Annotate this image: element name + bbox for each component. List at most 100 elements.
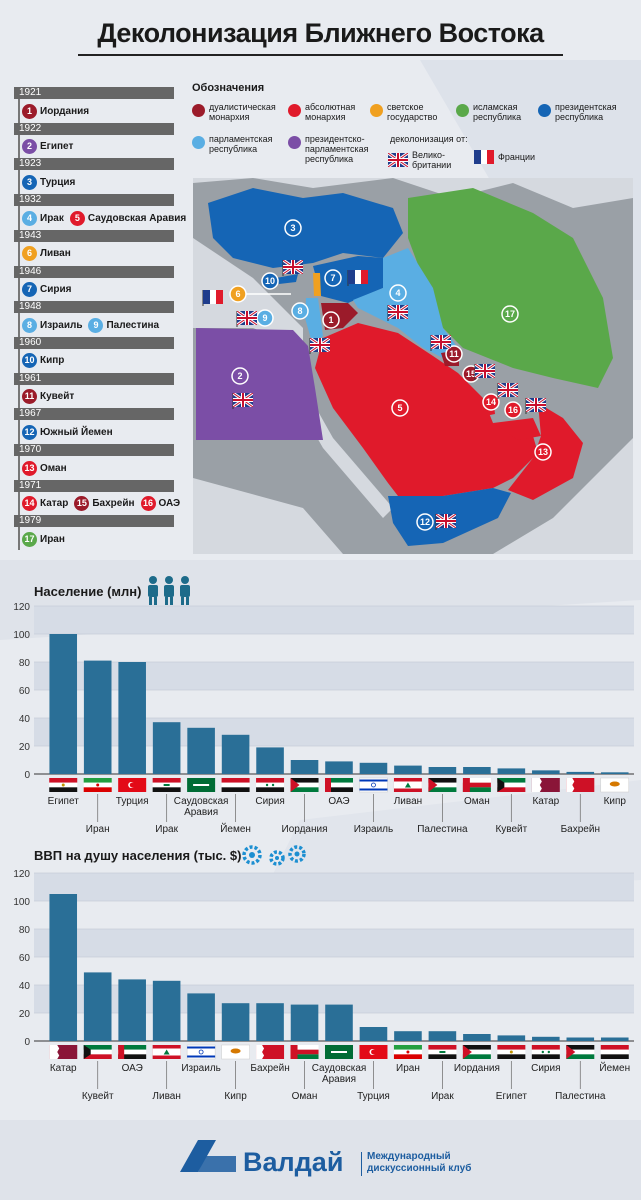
bar (187, 727, 215, 774)
category-label: Оман (292, 1091, 318, 1102)
category-label: Египет (496, 1091, 528, 1102)
bar (600, 1037, 629, 1041)
timeline-year: 1967 (14, 408, 174, 421)
country-name: ОАЭ (158, 498, 181, 510)
legend-swatch (192, 136, 205, 149)
map-badge-9: 9 (256, 309, 274, 327)
bar (256, 747, 284, 774)
saudi-region (315, 323, 538, 496)
timeline-year: 1923 (14, 158, 174, 171)
flag-icon (531, 778, 560, 792)
timeline-entries: 4 Ирак 5 Саудовская Аравия (22, 208, 192, 228)
title-rule (78, 54, 563, 56)
uk-flag-icon (283, 260, 303, 274)
uk-flag-pin (430, 335, 451, 351)
population-chart: 0 20 40 60 80 100 120 Египет Иран Турция Ирак Саудо… (13, 602, 634, 835)
timeline-year: 1979 (14, 515, 174, 528)
svg-text:4: 4 (395, 288, 400, 298)
timeline-year: 1961 (14, 372, 174, 385)
country-number-badge: 13 (22, 460, 37, 476)
map-badge-17: 17 (501, 305, 519, 323)
legend-france: Франции (474, 150, 558, 164)
flag-icon (393, 1045, 422, 1059)
country-name: Южный Йемен (40, 426, 113, 438)
y-tick-label: 60 (19, 686, 31, 697)
bar (83, 660, 112, 774)
y-tick-label: 40 (19, 981, 31, 992)
category-label: ОАЭ (122, 1063, 143, 1074)
timeline-year: 1971 (14, 479, 174, 492)
uk-flag-icon (498, 383, 518, 397)
brand-separator (361, 1152, 362, 1176)
y-tick-label: 100 (13, 630, 30, 641)
flag-icon (462, 778, 491, 792)
bar (49, 634, 78, 774)
grid-band (34, 929, 634, 957)
bar (221, 734, 250, 774)
category-label: Саудовская Аравия (312, 1063, 367, 1085)
gdp-chart: 0 20 40 60 80 100 120 Катар Кувейт ОАЭ Ливан Израил… (13, 869, 634, 1102)
svg-text:15: 15 (466, 369, 476, 379)
uk-flag-pin (497, 383, 518, 399)
timeline-entries: 12 Южный Йемен (22, 422, 119, 442)
timeline-year: 1960 (14, 336, 174, 349)
bar (359, 1027, 388, 1041)
country-name: Сирия (40, 284, 72, 295)
cyprus-region (276, 274, 298, 284)
country-name: Израиль (40, 319, 83, 331)
timeline-entries: 2 Египет (22, 137, 79, 157)
y-tick-label: 0 (24, 770, 30, 781)
bar (566, 1037, 595, 1041)
flag-icon (325, 778, 353, 792)
svg-text:3: 3 (290, 223, 295, 233)
iran-region (408, 188, 613, 388)
country-name: Кипр (40, 355, 65, 367)
svg-text:5: 5 (397, 403, 402, 413)
flag-icon (186, 1044, 216, 1060)
brand-name: Валдай (243, 1147, 344, 1177)
map-badge-13: 13 (534, 443, 552, 461)
turkey-region (208, 188, 403, 268)
bar (428, 1031, 457, 1041)
svg-text:13: 13 (538, 447, 548, 457)
svg-text:16: 16 (508, 405, 518, 415)
category-label: Иордания (454, 1063, 500, 1074)
y-tick-label: 0 (24, 1037, 30, 1048)
category-label: Оман (464, 796, 490, 807)
bar (325, 761, 353, 774)
legend-flag-label: Велико-британии (412, 150, 452, 170)
uk-flag-pin (435, 514, 456, 530)
bar (152, 980, 181, 1041)
timeline-entries: 10 Кипр (22, 351, 70, 371)
timeline-year: 1922 (14, 122, 174, 135)
y-tick-label: 80 (19, 925, 31, 936)
egypt-region (196, 328, 323, 440)
country-number-badge: 12 (22, 424, 37, 440)
timeline-entries: 13 Оман (22, 458, 73, 478)
bar (463, 1034, 491, 1041)
country-number-badge: 5 (69, 210, 85, 226)
legend-item: парламентская республика (192, 134, 278, 154)
timeline-entries: 1 Иордания (22, 101, 95, 121)
uk-flag-icon (431, 335, 451, 349)
bar (463, 767, 491, 774)
category-label: Ливан (394, 796, 422, 807)
legend-flag-label: Франции (498, 152, 536, 162)
timeline-axis (18, 87, 20, 550)
grid-band (34, 606, 634, 634)
country-name: Бахрейн (92, 498, 135, 510)
timeline-entries: 3 Турция (22, 172, 81, 192)
map-badge-11: 11 (445, 345, 463, 363)
y-tick-label: 100 (13, 897, 30, 908)
flag-icon (566, 778, 595, 792)
svg-text:12: 12 (420, 517, 430, 527)
svg-text:11: 11 (449, 349, 459, 359)
svg-text:17: 17 (505, 309, 515, 319)
flag-icon (290, 1045, 319, 1059)
country-name: Саудовская Аравия (87, 212, 187, 224)
bar (83, 972, 112, 1041)
country-number-badge: 8 (22, 317, 37, 333)
map-badge-4: 4 (389, 284, 407, 302)
legend-swatch (288, 136, 301, 149)
uk-flag-icon (388, 305, 408, 319)
